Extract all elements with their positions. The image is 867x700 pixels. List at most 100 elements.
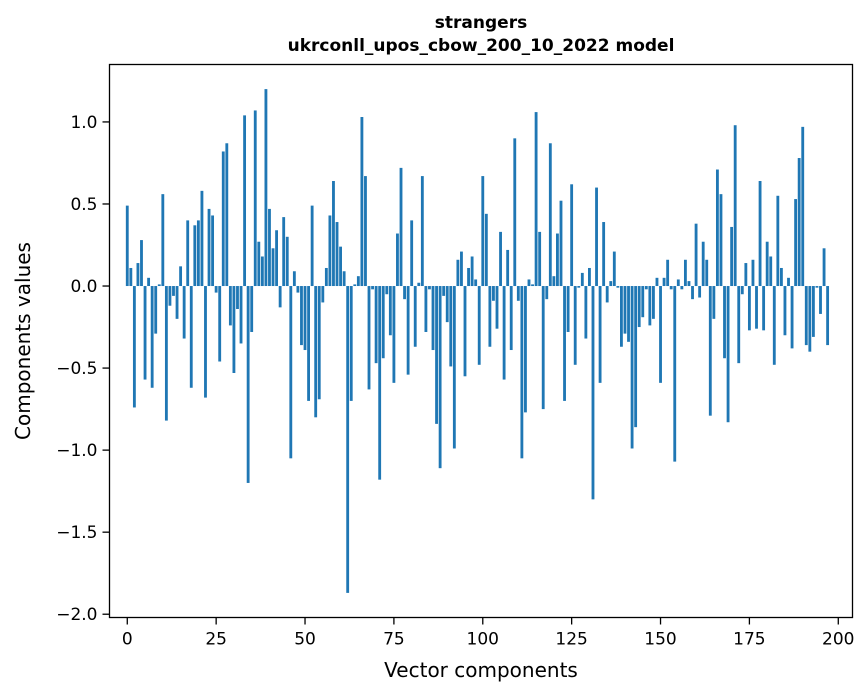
y-tick-label: −2.0 xyxy=(56,605,97,625)
bar xyxy=(204,286,207,398)
bar xyxy=(175,286,179,319)
y-axis-label: Components values xyxy=(11,242,35,440)
bar xyxy=(470,256,474,287)
bar xyxy=(648,286,652,326)
bar xyxy=(228,286,232,326)
bar xyxy=(630,286,634,449)
bar xyxy=(584,286,588,339)
bar xyxy=(811,286,815,337)
plot-frame xyxy=(108,63,854,619)
bar xyxy=(424,286,428,332)
bar xyxy=(680,286,684,290)
bar xyxy=(324,267,328,287)
bar xyxy=(598,286,602,383)
bar xyxy=(573,286,577,365)
x-tick-label: 100 xyxy=(467,630,499,650)
bar xyxy=(360,117,364,287)
bar xyxy=(463,286,467,377)
bar xyxy=(413,286,417,347)
bar xyxy=(285,236,289,287)
y-tick-label: −1.0 xyxy=(56,441,97,461)
bar xyxy=(769,256,773,287)
bar xyxy=(260,256,264,287)
bar xyxy=(495,286,499,329)
bar xyxy=(730,226,734,287)
bar xyxy=(300,286,303,346)
bar xyxy=(708,286,712,416)
bar xyxy=(335,222,339,287)
bar xyxy=(797,158,801,287)
bar xyxy=(751,259,755,287)
bar xyxy=(776,195,780,287)
bar xyxy=(278,286,282,308)
bar xyxy=(381,286,385,359)
bar xyxy=(563,286,566,401)
bar xyxy=(819,286,822,314)
bar xyxy=(737,286,741,364)
bar xyxy=(744,263,748,287)
bar xyxy=(580,272,584,287)
bar xyxy=(790,286,794,349)
bar xyxy=(225,143,229,287)
bar xyxy=(189,286,193,388)
bar xyxy=(815,286,819,288)
bar xyxy=(772,286,776,365)
bar xyxy=(694,223,698,287)
bar xyxy=(755,286,758,329)
bar xyxy=(317,286,321,400)
bar xyxy=(588,267,591,287)
bar xyxy=(566,286,570,332)
x-axis: 0 25 50 75 100 125 150 175 200 xyxy=(122,617,855,650)
bar xyxy=(691,286,694,300)
bar xyxy=(616,286,620,288)
bar xyxy=(698,286,702,298)
bar xyxy=(502,286,506,380)
bar xyxy=(747,286,751,331)
bar xyxy=(477,286,481,365)
x-tick-label: 125 xyxy=(555,630,587,650)
bar xyxy=(438,286,442,469)
bar xyxy=(620,286,623,347)
bar xyxy=(321,286,325,303)
bar xyxy=(499,231,502,287)
bar xyxy=(353,284,357,287)
bar xyxy=(762,286,766,331)
bar xyxy=(214,286,218,293)
bar xyxy=(577,286,581,288)
bar xyxy=(289,286,293,459)
bar xyxy=(758,181,762,287)
bar xyxy=(673,286,677,462)
bar xyxy=(264,89,268,287)
bar xyxy=(513,138,517,287)
bars-layer xyxy=(125,89,830,593)
bar xyxy=(669,286,673,290)
bar xyxy=(666,259,670,287)
bar xyxy=(826,286,830,346)
bar xyxy=(410,220,414,287)
bar xyxy=(712,286,716,319)
bar xyxy=(474,279,478,287)
bar xyxy=(396,233,399,287)
bar xyxy=(644,286,648,290)
bar xyxy=(552,276,556,287)
bar xyxy=(371,286,374,290)
bar xyxy=(637,286,641,328)
bar xyxy=(801,126,805,287)
bar xyxy=(509,286,513,351)
bar xyxy=(460,251,463,287)
y-tick-label: −0.5 xyxy=(56,359,97,379)
bar xyxy=(207,208,211,287)
bar xyxy=(605,286,609,303)
bar xyxy=(168,286,172,306)
bar xyxy=(232,286,236,373)
bar xyxy=(356,276,360,287)
bar xyxy=(545,286,549,300)
y-tick-label: 0.0 xyxy=(70,277,97,297)
bar xyxy=(449,286,453,367)
bar xyxy=(307,286,310,401)
bar xyxy=(392,286,396,383)
bar xyxy=(726,286,730,423)
bar xyxy=(484,213,488,287)
bar xyxy=(719,194,723,287)
bar xyxy=(193,225,197,287)
